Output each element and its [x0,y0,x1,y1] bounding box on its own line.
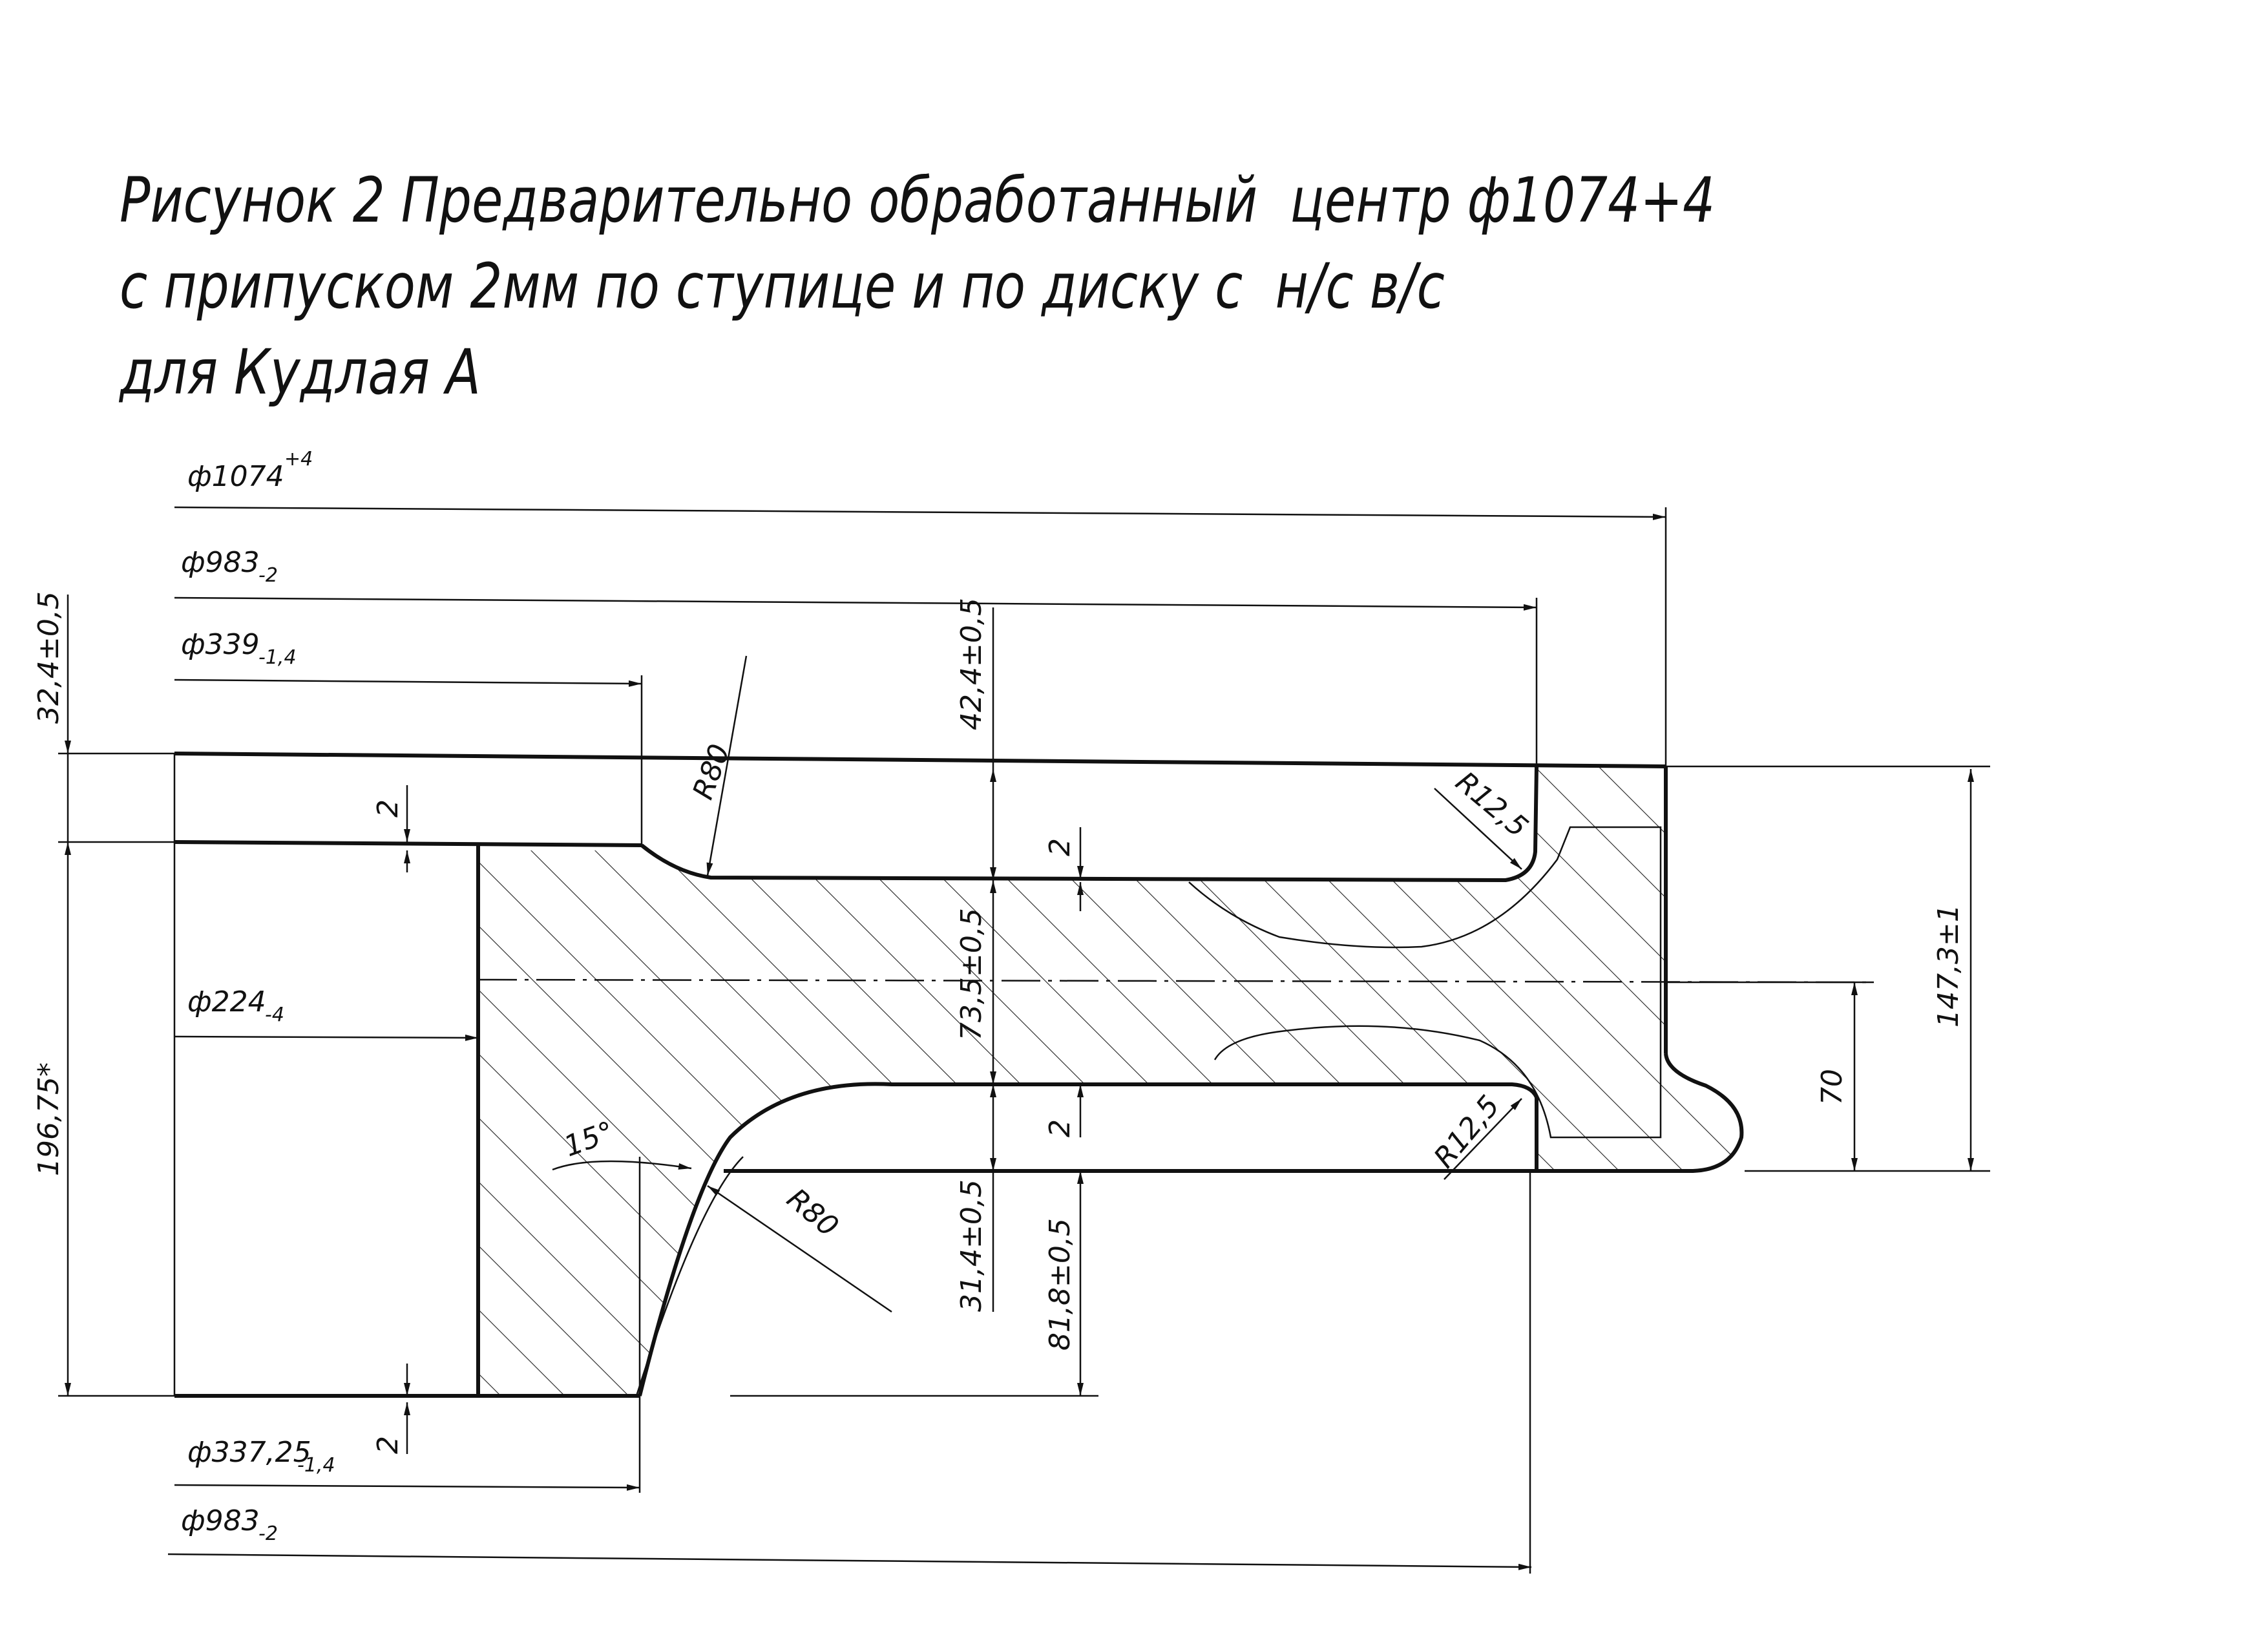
title-line-2: с припуском 2мм по ступице и по диску с … [120,250,1445,322]
label-h735: 73,5±0,5 [955,908,988,1040]
label-h19675: 196,75* [32,1062,65,1176]
label-r125-bottom: R12,5 [1427,1090,1506,1174]
vertical-dimension-lines [65,595,1974,1454]
label-h324: 32,4±0,5 [32,591,65,724]
label-d983-bottom-tol: -2 [258,1523,278,1545]
title-line-3: для Кудлая А [120,336,481,408]
label-d983-top: ф983 [181,546,260,579]
label-allowance-4: 2 [372,1436,404,1454]
label-d983-top-tol: -2 [258,564,278,587]
label-h1473: 147,3±1 [1932,904,1965,1028]
label-d224-tol: -4 [265,1004,284,1026]
label-d339-tol: -1,4 [258,646,297,669]
label-h424: 42,4±0,5 [955,598,988,730]
label-d983-bottom: ф983 [181,1504,260,1537]
label-d337-tol: -1,4 [297,1454,335,1477]
label-h70: 70 [1816,1069,1849,1105]
label-d337: ф337,25 [187,1436,311,1469]
radius-leaders [552,655,1522,1313]
center-line [478,978,1874,984]
outer-contour [173,752,1744,1398]
label-d1074-tol: +4 [284,448,313,470]
label-r80-top: R80 [686,740,737,804]
label-d224: ф224 [187,985,266,1018]
label-allowance-2: 2 [1044,838,1076,856]
label-r80-bottom: R80 [781,1182,845,1243]
label-h314: 31,4±0,5 [955,1179,988,1312]
label-d1074: ф1074 [187,460,284,493]
diameter-dimension-lines [167,506,1666,1570]
label-r125-top: R12,5 [1449,765,1534,844]
label-h818: 81,8±0,5 [1044,1218,1076,1351]
label-allowance-3: 2 [1044,1119,1076,1137]
label-allowance-1: 2 [372,799,404,817]
extension-lines [58,507,1990,1574]
hatched-section [478,766,1742,1396]
title-line-1: Рисунок 2 Предварительно обработанный це… [120,164,1716,237]
label-d339: ф339 [181,628,260,661]
